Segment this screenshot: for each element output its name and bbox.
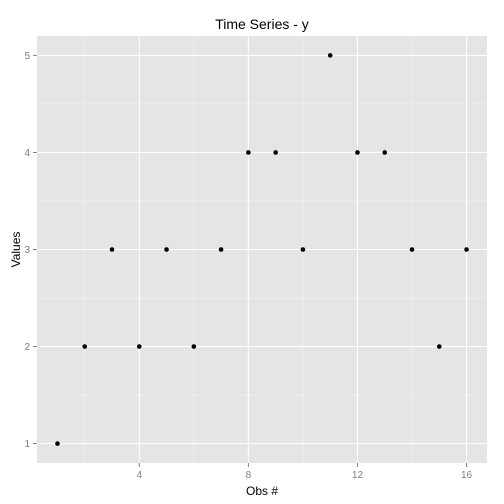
y-axis: 1 2 3 4 5 bbox=[24, 51, 37, 450]
x-tick-label: 8 bbox=[246, 470, 252, 481]
y-tick-label: 4 bbox=[24, 148, 30, 159]
data-points bbox=[55, 53, 469, 446]
data-point bbox=[464, 247, 469, 252]
data-point bbox=[327, 53, 333, 58]
x-tick-label: 16 bbox=[461, 470, 473, 481]
y-tick-label: 1 bbox=[24, 439, 30, 450]
y-tick-label: 3 bbox=[24, 245, 30, 256]
major-gridlines bbox=[37, 36, 487, 463]
data-point bbox=[136, 344, 142, 349]
data-point bbox=[82, 344, 88, 349]
x-axis: 4 8 12 16 bbox=[136, 463, 473, 481]
data-point bbox=[164, 247, 169, 252]
y-axis-title: Values bbox=[9, 232, 23, 268]
y-tick-label: 2 bbox=[24, 342, 30, 353]
chart-title: Time Series - y bbox=[215, 16, 309, 32]
data-point bbox=[300, 247, 306, 252]
data-point bbox=[436, 344, 442, 349]
data-point bbox=[273, 150, 278, 155]
data-point bbox=[246, 150, 251, 155]
data-point bbox=[218, 247, 224, 252]
y-tick-label: 5 bbox=[24, 51, 30, 62]
data-point bbox=[191, 344, 197, 349]
x-tick-label: 4 bbox=[136, 470, 142, 481]
x-axis-title: Obs # bbox=[246, 484, 278, 498]
data-point bbox=[55, 441, 60, 446]
x-tick-label: 12 bbox=[352, 470, 364, 481]
data-point bbox=[355, 150, 360, 155]
data-point bbox=[109, 247, 115, 252]
data-point bbox=[382, 150, 388, 155]
data-point bbox=[409, 247, 415, 252]
